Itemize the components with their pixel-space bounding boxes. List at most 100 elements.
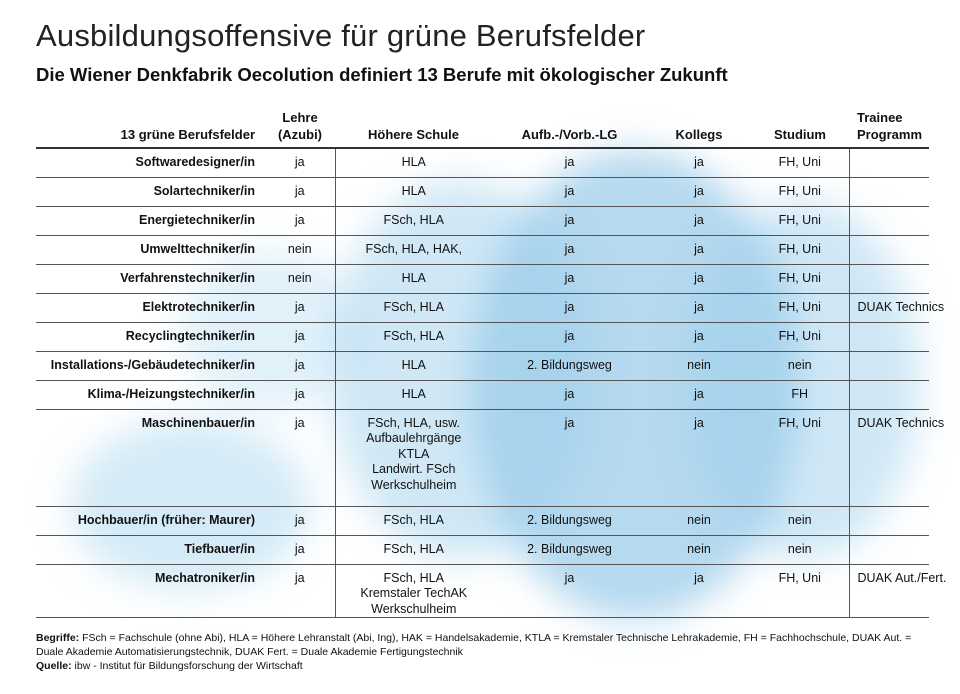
kollegs-cell: ja [647,564,751,618]
lehre-cell: ja [265,351,335,381]
hoehere-schule-cell: HLA [334,264,492,294]
lehre-cell: ja [265,409,335,507]
hoehere-schule-cell: FSch, HLA, HAK, [334,235,492,265]
footer-notes: Begriffe: FSch = Fachschule (ohne Abi), … [36,631,936,673]
lehre-cell: ja [265,380,335,410]
studium-cell: FH, Uni [751,177,849,207]
column-header: Kollegs [675,127,723,142]
aufbau-lg-cell: 2. Bildungsweg [492,506,647,536]
hoehere-schule-cell: FSch, HLA [334,535,492,565]
column-header: Studium [774,127,826,142]
kollegs-cell: nein [647,351,751,381]
kollegs-cell: ja [647,293,751,323]
lehre-cell: ja [265,506,335,536]
trainee-cell [848,380,929,410]
table-row: Tiefbauer/in ja FSch, HLA 2. Bildungsweg nei… [36,535,929,565]
table-row: Recyclingtechniker/in ja FSch, HLA ja ja FH, … [36,322,929,352]
career-name: Solartechniker/in [36,177,265,207]
aufbau-lg-cell: ja [492,235,647,265]
table-row: Verfahrenstechniker/in nein HLA ja ja FH, Uni [36,264,929,294]
studium-cell: FH, Uni [751,409,849,507]
lehre-cell: ja [265,148,335,178]
page-subtitle: Die Wiener Denkfabrik Oecolution definie… [36,64,728,85]
lehre-cell: ja [265,535,335,565]
kollegs-cell: ja [647,235,751,265]
trainee-cell [848,535,929,565]
table-row: Solartechniker/in ja HLA ja ja FH, Uni [36,177,929,207]
trainee-cell [848,206,929,236]
table-row: Installations-/Gebäudetechniker/in ja HLA 2… [36,351,929,381]
hoehere-schule-cell: HLA [334,380,492,410]
quelle-text: ibw - Institut für Bildungsforschung der… [74,660,303,672]
studium-cell: FH [751,380,849,410]
aufbau-lg-cell: ja [492,564,647,618]
aufbau-lg-cell: 2. Bildungsweg [492,535,647,565]
column-header: Höhere Schule [367,127,460,142]
aufbau-lg-cell: ja [492,380,647,410]
trainee-cell [848,235,929,265]
table-row: Maschinenbauer/in ja FSch, HLA, usw. Aufba… [36,409,944,507]
lehre-cell: ja [265,206,335,236]
career-name: Elektrotechniker/in [36,293,265,323]
studium-cell: FH, Uni [751,293,849,323]
trainee-cell [848,506,929,536]
lehre-cell: ja [265,293,335,323]
trainee-cell: DUAK Aut./Fert. [848,564,946,618]
lehre-cell: nein [265,235,335,265]
column-header: Trainee Programm [857,110,923,142]
kollegs-cell: ja [647,409,751,507]
career-name: Verfahrenstechniker/in [36,264,265,294]
table-row: Mechatroniker/in ja FSch, HLA Kremstaler T… [36,564,946,618]
aufbau-lg-cell: ja [492,264,647,294]
lehre-cell: nein [265,264,335,294]
trainee-cell [848,322,929,352]
studium-cell: FH, Uni [751,148,849,178]
table-row: Umwelttechniker/in nein FSch, HLA, HAK, ja j… [36,235,929,265]
career-name: Klima-/Heizungstechniker/in [36,380,265,410]
trainee-cell: DUAK Technics [848,409,944,507]
hoehere-schule-cell: HLA [334,177,492,207]
studium-cell: FH, Uni [751,206,849,236]
hoehere-schule-cell: FSch, HLA, usw. Aufbaulehrgänge KTLA Lan… [334,409,492,507]
hoehere-schule-cell: HLA [334,148,492,178]
lehre-cell: ja [265,322,335,352]
table-row: Softwaredesigner/in ja HLA ja ja FH, Uni [36,148,929,178]
hoehere-schule-cell: FSch, HLA [334,206,492,236]
studium-cell: FH, Uni [751,564,849,618]
begriffe-label: Begriffe: [36,632,80,644]
career-name: Maschinenbauer/in [36,409,265,507]
hoehere-schule-cell: FSch, HLA [334,293,492,323]
column-header: Lehre (Azubi) [277,110,323,142]
career-name: Softwaredesigner/in [36,148,265,178]
career-name: Energietechniker/in [36,206,265,236]
aufbau-lg-cell: ja [492,148,647,178]
column-header: 13 grüne Berufsfelder [120,127,255,142]
studium-cell: FH, Uni [751,322,849,352]
trainee-cell [848,177,929,207]
trainee-cell [848,148,929,178]
kollegs-cell: ja [647,380,751,410]
hoehere-schule-cell: FSch, HLA [334,322,492,352]
lehre-cell: ja [265,177,335,207]
aufbau-lg-cell: ja [492,177,647,207]
kollegs-cell: ja [647,206,751,236]
studium-cell: FH, Uni [751,235,849,265]
kollegs-cell: nein [647,506,751,536]
studium-cell: nein [751,535,849,565]
table-header-row: 13 grüne Berufsfelder Lehre (Azubi) Höhe… [36,108,929,148]
trainee-cell [848,351,929,381]
career-name: Hochbauer/in (früher: Maurer) [36,506,265,536]
kollegs-cell: ja [647,264,751,294]
studium-cell: FH, Uni [751,264,849,294]
trainee-cell [848,264,929,294]
education-table: 13 grüne Berufsfelder Lehre (Azubi) Höhe… [36,108,946,618]
hoehere-schule-cell: FSch, HLA [334,506,492,536]
career-name: Installations-/Gebäudetechniker/in [36,351,265,381]
career-name: Recyclingtechniker/in [36,322,265,352]
hoehere-schule-cell: HLA [334,351,492,381]
studium-cell: nein [751,351,849,381]
quelle-label: Quelle: [36,660,72,672]
hoehere-schule-cell: FSch, HLA Kremstaler TechAK Werkschulhei… [334,564,492,618]
page-title: Ausbildungsoffensive für grüne Berufsfel… [36,18,646,53]
lehre-cell: ja [265,564,335,618]
